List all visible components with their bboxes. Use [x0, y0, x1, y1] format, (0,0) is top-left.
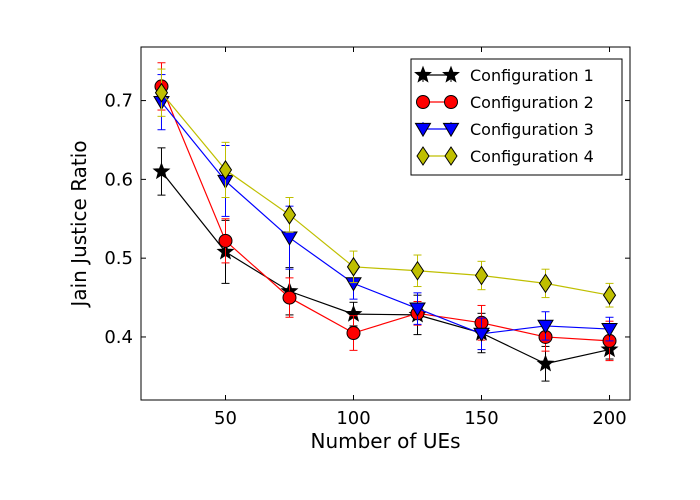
ticks-layer: 50 100 150 200 0.4 0.5 0.6 0.7: [104, 47, 630, 429]
series-line: [160, 86, 610, 342]
series-line: [161, 171, 610, 365]
legend-marker: [442, 65, 460, 83]
data-point: [602, 285, 617, 306]
data-point: [538, 273, 553, 294]
data-point: [346, 256, 361, 277]
data-point: [282, 290, 297, 305]
data-point: [282, 204, 297, 225]
data-point: [537, 319, 554, 335]
data-point: [154, 82, 169, 103]
data-point: [152, 162, 171, 180]
series-layer: [152, 62, 619, 382]
x-tick-label: 100: [336, 408, 370, 429]
data-point: [218, 233, 233, 248]
data-point: [281, 231, 298, 246]
legend-marker: [414, 122, 432, 138]
legend-entry-2: Configuration 2: [416, 93, 594, 112]
data-point: [218, 160, 233, 180]
data-point: [409, 302, 426, 317]
legend: Configuration 1 Configuration 2 Configurat…: [410, 58, 623, 176]
series-line: [161, 101, 610, 335]
x-axis-label: Number of UEs: [310, 429, 460, 453]
legend-entry-4: Configuration 4: [416, 146, 594, 166]
x-tick-label: 50: [214, 408, 237, 429]
y-axis-label: Jain Justice Ratio: [67, 140, 91, 308]
legend-label: Configuration 3: [470, 120, 594, 139]
legend-marker: [414, 65, 432, 83]
plot-frame: [140, 46, 631, 401]
legend-entry-1: Configuration 1: [414, 65, 594, 85]
data-point: [346, 326, 361, 341]
x-tick-label: 200: [592, 408, 626, 429]
y-tick-label: 0.4: [104, 327, 133, 348]
legend-marker: [444, 146, 458, 166]
legend-entry-3: Configuration 3: [414, 120, 594, 139]
legend-marker: [416, 95, 430, 109]
legend-label: Configuration 2: [470, 93, 594, 112]
y-tick-label: 0.5: [104, 248, 133, 269]
legend-marker: [444, 95, 458, 109]
data-point: [410, 260, 425, 281]
legend-label: Configuration 4: [470, 147, 594, 166]
series-4: [154, 68, 617, 308]
data-point: [601, 322, 618, 338]
data-point: [536, 354, 555, 372]
legend-marker: [416, 146, 430, 166]
data-point: [473, 327, 490, 342]
legend-label: Configuration 1: [470, 66, 594, 85]
data-point: [474, 265, 489, 286]
y-tick-label: 0.7: [104, 91, 133, 112]
series-2: [154, 62, 617, 362]
y-tick-label: 0.6: [104, 169, 133, 190]
x-tick-label: 150: [464, 408, 498, 429]
legend-marker: [442, 122, 460, 138]
series-line: [161, 92, 610, 296]
